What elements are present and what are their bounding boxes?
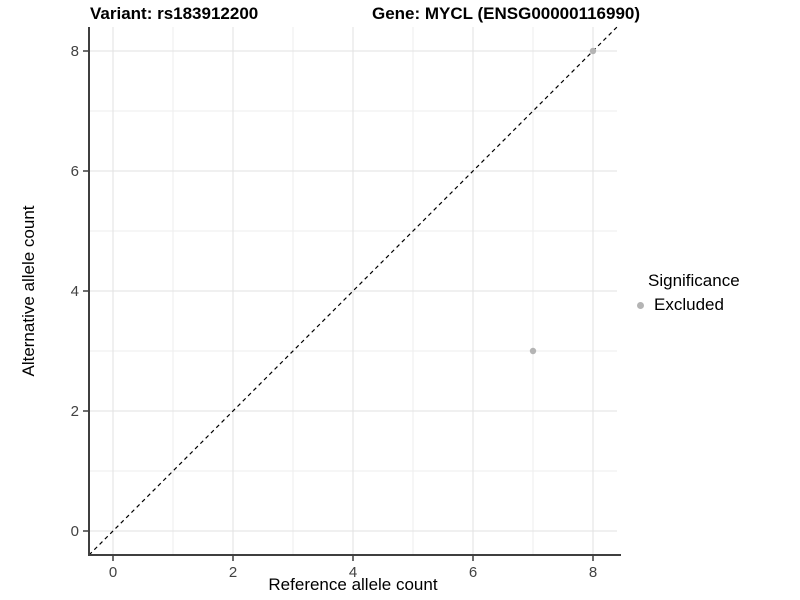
- x-axis-title: Reference allele count: [268, 575, 438, 594]
- legend-entry-label: Excluded: [654, 295, 724, 314]
- y-tick-label: 2: [71, 403, 79, 420]
- x-tick-label: 6: [469, 564, 477, 581]
- data-point: [589, 47, 597, 55]
- x-tick-label: 0: [109, 564, 117, 581]
- gene-title: Gene: MYCL (ENSG00000116990): [372, 4, 641, 23]
- legend-point-icon: [637, 301, 644, 309]
- data-point: [529, 347, 537, 355]
- y-axis-title: Alternative allele count: [19, 205, 38, 377]
- x-tick-label: 2: [229, 564, 237, 581]
- variant-title: Variant: rs183912200: [90, 4, 259, 23]
- y-tick-label: 4: [71, 283, 79, 300]
- x-tick-label: 8: [589, 564, 597, 581]
- y-tick-label: 0: [71, 523, 79, 540]
- legend-entry-excluded: Excluded: [637, 295, 740, 315]
- x-tick-label: 4: [349, 564, 357, 581]
- y-tick-label: 6: [71, 163, 79, 180]
- legend: Significance Excluded: [637, 271, 740, 315]
- y-tick-label: 8: [71, 43, 79, 60]
- legend-title: Significance: [648, 271, 740, 290]
